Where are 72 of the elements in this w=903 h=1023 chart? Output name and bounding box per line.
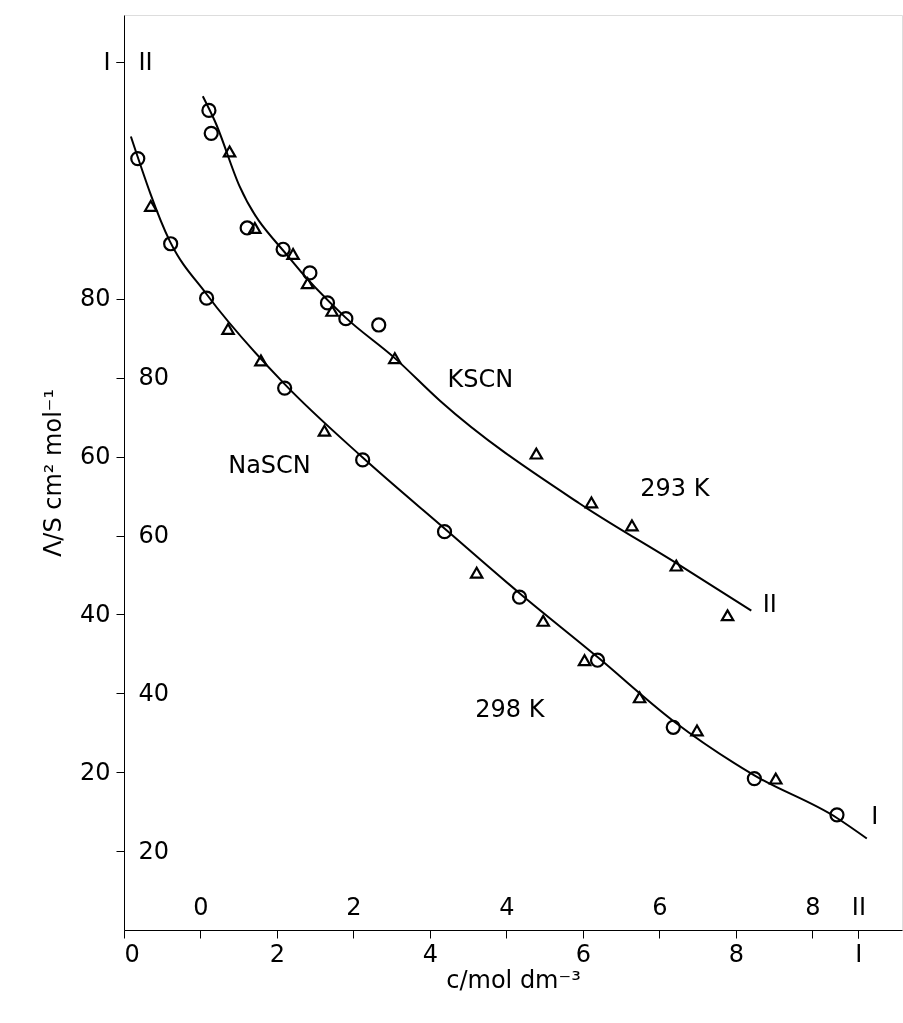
- x-tick-label: I: [855, 939, 863, 968]
- point: [529, 447, 544, 460]
- point: [768, 772, 783, 785]
- point: [239, 220, 255, 236]
- x-tick-label: 4: [422, 939, 439, 968]
- point: [130, 150, 146, 167]
- point: [300, 277, 315, 290]
- y-tick-label: I: [103, 47, 111, 76]
- point: [511, 589, 528, 605]
- line-series: [129, 135, 868, 840]
- annotation: KSCN: [447, 365, 514, 394]
- x2-tick-label: 6: [652, 892, 668, 921]
- y2-tick-label: 80: [138, 363, 170, 392]
- y2-tick-label: 60: [138, 521, 170, 550]
- x-tick-label: 0: [124, 939, 140, 968]
- point: [436, 524, 453, 540]
- point: [720, 609, 735, 622]
- point: [275, 241, 291, 257]
- point: [317, 424, 332, 437]
- x2-tick-label: 2: [346, 892, 362, 921]
- point: [371, 317, 387, 333]
- point: [665, 719, 681, 735]
- y-tick-label: 20: [79, 757, 111, 786]
- point: [469, 566, 484, 579]
- point: [248, 221, 262, 235]
- point: [355, 452, 371, 468]
- y-axis-title: Λ/S cm² mol⁻¹: [38, 388, 67, 558]
- x-axis-title: c/mol dm⁻³: [446, 965, 581, 994]
- point: [302, 265, 318, 281]
- y-tick-label: 40: [79, 599, 111, 628]
- x2-tick-label: 0: [193, 892, 209, 921]
- point: [584, 496, 599, 509]
- annotation: 293 K: [640, 473, 711, 502]
- point: [632, 691, 647, 704]
- x2-tick-label: II: [851, 892, 866, 921]
- annotation: II: [762, 590, 777, 619]
- x-tick-label: 8: [728, 939, 745, 968]
- point: [325, 304, 339, 317]
- point: [254, 354, 268, 367]
- x-tick-label: 6: [575, 939, 592, 968]
- line-series: [201, 95, 753, 612]
- point: [690, 724, 704, 737]
- annotation: NaSCN: [228, 451, 311, 480]
- point: [143, 199, 158, 212]
- point: [625, 519, 639, 532]
- point: [222, 145, 237, 158]
- point: [536, 614, 551, 627]
- x-tick-label: 2: [269, 939, 286, 968]
- point: [319, 295, 336, 311]
- y-tick-label: 80: [79, 284, 111, 313]
- y2-tick-label: II: [138, 47, 153, 76]
- point: [221, 322, 235, 335]
- x2-tick-label: 4: [499, 892, 515, 921]
- point: [277, 380, 293, 396]
- point: [746, 770, 762, 787]
- point: [577, 654, 592, 667]
- point: [589, 652, 606, 668]
- point: [388, 352, 402, 365]
- y2-tick-label: 20: [138, 836, 170, 865]
- point: [163, 236, 179, 252]
- point: [338, 311, 354, 327]
- point: [199, 290, 215, 306]
- point: [829, 807, 845, 823]
- x2-tick-label: 8: [805, 892, 821, 921]
- annotation: I: [871, 801, 879, 830]
- annotation: 298 K: [475, 695, 546, 724]
- point: [203, 125, 219, 141]
- y2-tick-label: 40: [138, 678, 170, 707]
- point: [286, 247, 300, 261]
- y-tick-label: 60: [79, 442, 111, 471]
- point: [669, 559, 684, 572]
- point: [201, 102, 217, 119]
